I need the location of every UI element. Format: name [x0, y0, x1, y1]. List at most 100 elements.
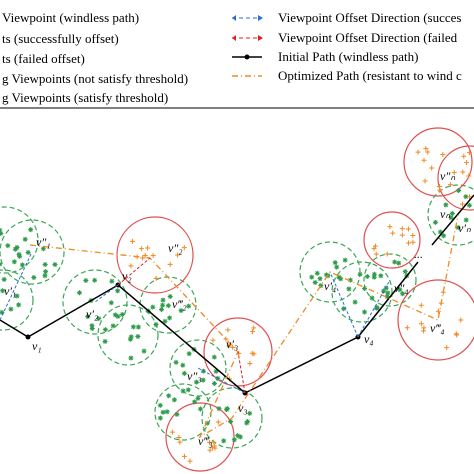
sample-point [463, 217, 469, 223]
sample-point [0, 288, 6, 294]
sample-point [42, 273, 48, 279]
sample-point [247, 410, 253, 416]
green-circle [97, 304, 159, 366]
sample-point [392, 259, 398, 265]
sample-point [213, 368, 219, 374]
sample-point [418, 321, 424, 327]
sample-point [410, 232, 416, 238]
sample-point [128, 355, 134, 361]
sample-point [164, 409, 170, 415]
sample-point [211, 354, 217, 360]
sample-point [422, 178, 428, 184]
sample-point [441, 233, 447, 239]
sample-point [373, 251, 379, 257]
sample-point [309, 274, 315, 280]
sample-point [373, 305, 379, 311]
green-circle [0, 269, 34, 331]
sample-point [421, 328, 427, 334]
sample-point [96, 316, 102, 322]
sample-point [418, 302, 424, 308]
sample-point [192, 399, 198, 405]
legend-text: Initial Path (windless path) [278, 49, 418, 64]
sample-point [167, 293, 173, 299]
sample-point [467, 194, 473, 200]
sample-point [384, 251, 390, 257]
sample-point [1, 276, 7, 282]
sample-point [177, 439, 183, 445]
sample-point [0, 309, 5, 315]
sample-point [128, 334, 134, 340]
green-circle [363, 253, 417, 307]
offset-arrow [197, 367, 246, 394]
viewpoint-label: v₃ [238, 401, 248, 415]
sample-point [466, 173, 472, 179]
legend-text: ts (successfully offset) [2, 31, 119, 46]
sample-point [251, 325, 257, 331]
initial-path [431, 194, 474, 246]
ellipsis: ... [414, 247, 423, 261]
sample-point [463, 194, 469, 200]
sample-point [212, 445, 218, 451]
viewpoint-label: v‴₃ [198, 434, 213, 448]
sample-point [390, 230, 396, 236]
sample-point [231, 437, 237, 443]
sample-point [223, 336, 229, 342]
sample-point [317, 276, 323, 282]
sample-point [334, 264, 340, 270]
sample-point [174, 411, 180, 417]
sample-point [145, 245, 151, 251]
sample-point [429, 165, 435, 171]
sample-point [448, 215, 454, 221]
sample-point [112, 312, 118, 318]
viewpoint-label: v″₄ [394, 281, 409, 295]
viewpoint-label: v‴₂ [172, 297, 187, 311]
sample-point [432, 219, 438, 225]
sample-point [250, 329, 256, 335]
sample-point [115, 288, 121, 294]
sample-point [8, 306, 14, 312]
sample-point [135, 334, 141, 340]
sample-point [180, 388, 186, 394]
sample-point [165, 303, 171, 309]
sample-point [397, 287, 403, 293]
offset-arrows [0, 251, 391, 394]
sample-points [0, 145, 473, 464]
red-circle [165, 402, 235, 472]
legend-text: Viewpoint Offset Direction (succes [278, 10, 461, 25]
sample-point [423, 145, 429, 151]
sample-point [224, 406, 230, 412]
sample-point [141, 348, 147, 354]
sample-point [130, 324, 136, 330]
sample-point [14, 293, 20, 299]
red-circle [203, 317, 273, 387]
viewpoint-label: v′₁ [4, 284, 16, 298]
viewpoint-label: v₄ [364, 332, 374, 346]
sample-point [178, 308, 184, 314]
sample-point [28, 227, 34, 233]
sample-point [245, 418, 251, 424]
sample-point [410, 239, 416, 245]
sample-point [193, 379, 199, 385]
sample-point [385, 290, 391, 296]
sample-point [109, 278, 115, 284]
sample-point [346, 286, 352, 292]
sample-point [89, 325, 95, 331]
sample-point [458, 317, 464, 323]
sample-point [211, 439, 217, 445]
green-circle [201, 387, 263, 449]
sample-point [102, 327, 108, 333]
viewpoint-label: v″ₙ [440, 169, 455, 183]
sample-point [135, 324, 141, 330]
sample-point [312, 280, 318, 286]
offset-arrow [237, 351, 246, 394]
sample-point [400, 291, 406, 297]
green-circle [331, 261, 393, 323]
sample-point [110, 323, 116, 329]
sample-point [210, 337, 216, 343]
sample-point [323, 272, 329, 278]
sample-point [17, 253, 23, 259]
sample-point [396, 260, 402, 266]
sample-point [167, 261, 173, 267]
red-circle [363, 211, 421, 269]
sample-point [399, 232, 405, 238]
